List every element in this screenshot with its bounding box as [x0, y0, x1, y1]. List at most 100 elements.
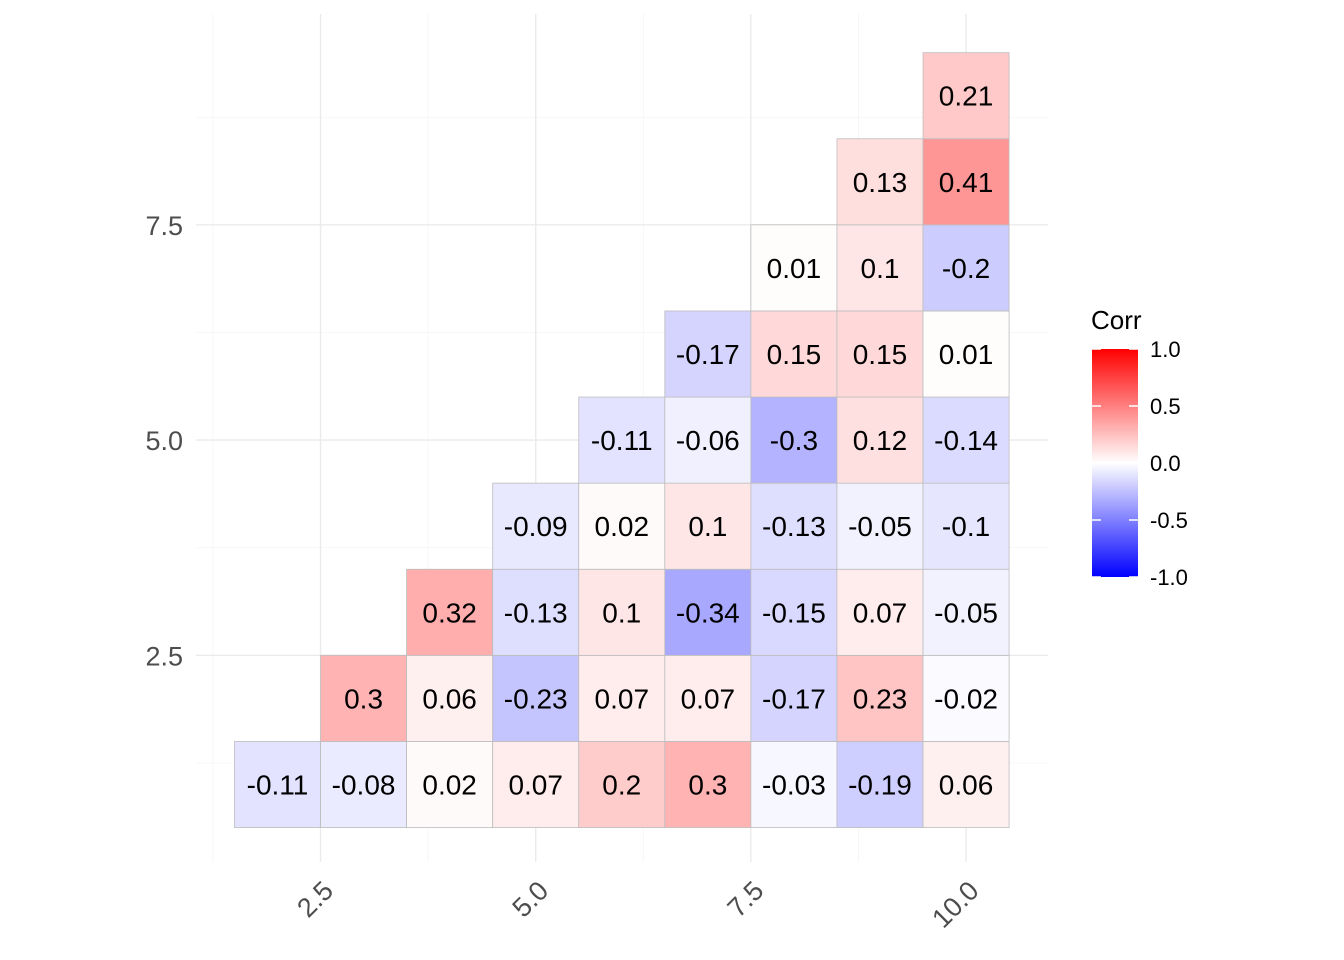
cell-value-label-7-1: 0.3	[688, 770, 727, 801]
legend-label-4: -1.0	[1150, 565, 1188, 590]
legend-label-1: 0.5	[1150, 394, 1181, 419]
cell-value-label-6-3: 0.1	[602, 597, 641, 628]
legend-label-2: 0.0	[1150, 451, 1181, 476]
heatmap-cell-10-7	[922, 224, 1010, 312]
heatmap-cell-8-2	[750, 654, 838, 742]
cell-value-label-8-1: -0.03	[762, 770, 826, 801]
cell-value-label-7-6: -0.17	[676, 339, 740, 370]
cell-value-label-4-3: 0.32	[422, 597, 477, 628]
cell-value-label-3-2: 0.3	[344, 683, 383, 714]
cell-value-label-10-3: -0.05	[934, 597, 998, 628]
cell-value-label-9-3: 0.07	[853, 597, 908, 628]
cell-value-label-8-5: -0.3	[770, 425, 818, 456]
heatmap-cell-9-1	[836, 741, 924, 828]
cell-value-label-4-1: 0.02	[422, 770, 477, 801]
cell-value-label-9-5: 0.12	[853, 425, 908, 456]
cell-value-label-4-2: 0.06	[422, 683, 477, 714]
cell-value-label-10-5: -0.14	[934, 425, 998, 456]
heatmap-cell-6-4	[578, 482, 666, 570]
cell-value-label-6-1: 0.2	[602, 770, 641, 801]
cell-value-label-8-4: -0.13	[762, 511, 826, 542]
heatmap-cell-9-7	[836, 224, 924, 312]
heatmap-cell-7-6	[664, 310, 752, 398]
legend-ticks: 1.0 0.5 0.0 -0.5 -1.0	[1092, 337, 1188, 590]
cell-value-label-8-6: 0.15	[767, 339, 822, 370]
heatmap-cell-7-2	[664, 654, 752, 742]
cell-value-label-3-1: -0.08	[332, 770, 396, 801]
heatmap-cell-10-1	[922, 741, 1010, 828]
cell-value-label-10-2: -0.02	[934, 683, 998, 714]
cell-value-label-5-1: 0.07	[508, 770, 563, 801]
heatmap-cell-8-6	[750, 310, 838, 398]
heatmap-cell-9-3	[836, 568, 924, 656]
heatmap-cell-6-1	[578, 741, 666, 828]
cell-value-label-7-4: 0.1	[688, 511, 727, 542]
x-tick-label-2: 7.5	[722, 875, 770, 923]
cell-value-label-9-6: 0.15	[853, 339, 908, 370]
x-tick-label-0: 2.5	[291, 875, 339, 923]
cell-value-label-7-3: -0.34	[676, 597, 740, 628]
cell-value-label-6-5: -0.11	[591, 425, 653, 456]
cell-value-label-6-2: 0.07	[595, 683, 650, 714]
legend: Corr 1.0 0.5 0.0 -0.5 -1.0	[1091, 305, 1188, 590]
heatmap-cell-10-6	[922, 310, 1010, 398]
heatmap-cell-10-5	[922, 396, 1010, 484]
heatmap-cell-labels: -0.11 -0.08 0.02 0.07 0.2 0.3 -0.03 -0.19 0.06 0.…	[247, 81, 998, 801]
heatmap-cell-9-4	[836, 482, 924, 570]
heatmap-cell-5-4	[492, 482, 580, 570]
cell-value-label-8-3: -0.15	[762, 597, 826, 628]
heatmap-cell-7-1	[664, 741, 752, 828]
cell-value-label-6-4: 0.02	[595, 511, 650, 542]
y-tick-label-1: 5.0	[145, 426, 183, 456]
cell-value-label-9-8: 0.13	[853, 167, 908, 198]
cell-value-label-10-8: 0.41	[939, 167, 994, 198]
cell-value-label-8-7: 0.01	[767, 253, 822, 284]
heatmap-cell-10-9	[922, 52, 1010, 140]
heatmap-cell-4-2	[406, 654, 494, 742]
heatmap-cell-3-2	[320, 654, 408, 742]
heatmap-cell-6-2	[578, 654, 666, 742]
cell-value-label-5-3: -0.13	[504, 597, 568, 628]
legend-title: Corr	[1091, 305, 1142, 335]
cell-value-label-9-7: 0.1	[861, 253, 900, 284]
x-axis: 2.5 5.0 7.5 10.0	[291, 875, 984, 933]
cell-value-label-10-6: 0.01	[939, 339, 994, 370]
heatmap-cell-5-3	[492, 568, 580, 656]
cell-value-label-10-7: -0.2	[942, 253, 990, 284]
heatmap-cell-2-1	[234, 741, 321, 828]
heatmap-cell-5-2	[492, 654, 580, 742]
x-tick-label-3: 10.0	[926, 875, 984, 933]
heatmap-cell-4-1	[406, 741, 494, 828]
cell-value-label-9-4: -0.05	[848, 511, 912, 542]
cell-value-label-5-2: -0.23	[504, 683, 568, 714]
legend-label-3: -0.5	[1150, 508, 1188, 533]
cell-value-label-7-2: 0.07	[681, 683, 736, 714]
cell-value-label-10-4: -0.1	[942, 511, 990, 542]
cell-value-label-2-1: -0.11	[247, 770, 309, 801]
y-axis: 2.5 5.0 7.5	[145, 211, 183, 671]
heatmap-cell-10-2	[922, 654, 1010, 742]
heatmap-cell-5-1	[492, 741, 580, 828]
legend-label-0: 1.0	[1150, 337, 1181, 362]
y-tick-label-2: 7.5	[145, 211, 183, 241]
heatmap-cell-10-4	[922, 482, 1010, 570]
heatmap-cell-8-5	[750, 396, 838, 484]
y-tick-label-0: 2.5	[145, 641, 183, 671]
heatmap-cell-7-5	[664, 396, 752, 484]
x-tick-label-1: 5.0	[507, 875, 555, 923]
heatmap-cell-7-3	[664, 568, 752, 656]
heatmap-cell-4-3	[406, 568, 494, 656]
heatmap-tiles	[234, 52, 1010, 828]
cell-value-label-9-2: 0.23	[853, 683, 908, 714]
cell-value-label-10-1: 0.06	[939, 770, 994, 801]
cell-value-label-10-9: 0.21	[939, 81, 994, 112]
cell-value-label-8-2: -0.17	[762, 683, 826, 714]
heatmap-cell-8-4	[750, 482, 838, 570]
cell-value-label-5-4: -0.09	[504, 511, 568, 542]
cell-value-label-9-1: -0.19	[848, 770, 912, 801]
heatmap-cell-6-3	[578, 568, 666, 656]
heatmap-cell-10-3	[922, 568, 1010, 656]
heatmap-cell-9-6	[836, 310, 924, 398]
heatmap-cell-9-8	[836, 138, 924, 226]
